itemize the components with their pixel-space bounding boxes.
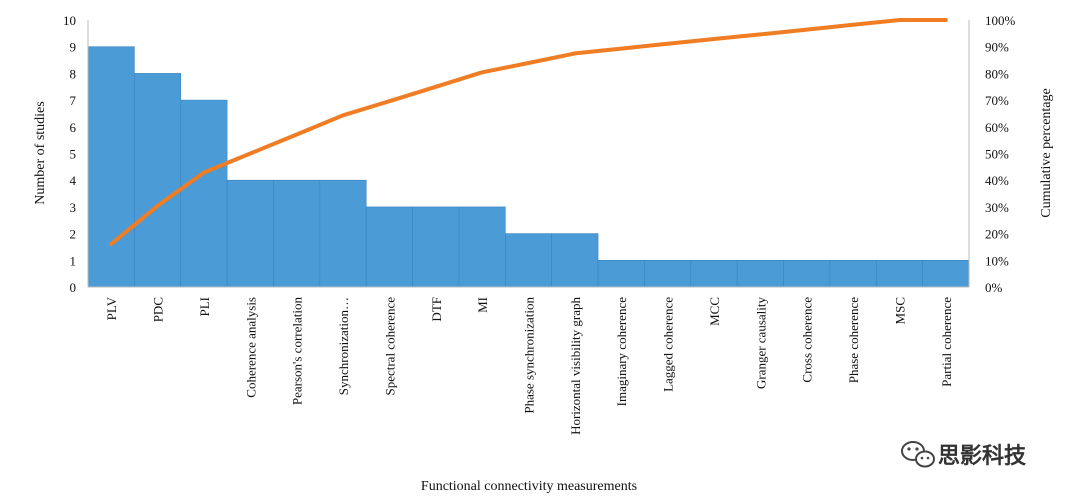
category-label: PLV — [104, 296, 119, 320]
bar-6 — [365, 206, 413, 288]
category-label: Partial coherence — [939, 297, 954, 387]
x-axis-title: Functional connectivity measurements — [421, 479, 637, 494]
cumulative-line — [109, 18, 948, 246]
watermark: 思影科技 — [901, 441, 1027, 469]
y-tick-label: 5 — [70, 147, 77, 162]
bar-15 — [783, 259, 831, 288]
left-tick-labels: 0 1 2 3 4 5 6 7 8 9 10 — [63, 13, 77, 295]
bar-5 — [319, 179, 367, 288]
watermark-text: 思影科技 — [938, 444, 1027, 469]
y-tick-label: 9 — [70, 40, 77, 55]
category-label: Synchronization… — [336, 297, 351, 395]
category-label: PDC — [151, 297, 166, 322]
category-label: Cross coherence — [800, 297, 815, 383]
category-label: Coherence analysis — [243, 297, 258, 398]
bar-3 — [226, 179, 274, 288]
bar-12 — [644, 259, 692, 288]
y-tick-label: 3 — [70, 200, 77, 215]
bar-18 — [922, 259, 970, 288]
y-tick-label: 8 — [70, 66, 77, 81]
y2-tick-label: 0% — [985, 280, 1003, 295]
y-tick-label: 6 — [70, 120, 77, 135]
category-label: Lagged coherence — [661, 297, 676, 392]
y2-tick-label: 90% — [985, 40, 1009, 55]
bar-0 — [87, 46, 135, 288]
wechat-icon — [901, 441, 935, 468]
right-tick-labels: 0% 10% 20% 30% 40% 50% 60% 70% 80% 90% 100% — [985, 13, 1016, 295]
category-label: MI — [475, 297, 490, 313]
y2-tick-label: 50% — [985, 147, 1009, 162]
bar-9 — [505, 233, 552, 288]
category-label: Horizontal visibility graph — [568, 297, 583, 435]
category-labels: PLV PDC PLI Coherence analysis Pearson's cor… — [104, 296, 954, 435]
y2-tick-label: 30% — [985, 200, 1009, 215]
y-axis-title: Number of studies — [33, 101, 48, 204]
category-label: Pearson's correlation — [290, 297, 305, 406]
y2-tick-label: 60% — [985, 120, 1009, 135]
category-label: PLI — [197, 297, 212, 317]
y2-tick-label: 40% — [985, 173, 1009, 188]
y2-axis-title: Cumulative percentage — [1039, 88, 1054, 217]
y-tick-label: 7 — [70, 93, 77, 108]
y-tick-label: 4 — [70, 173, 77, 188]
axes-group — [87, 20, 970, 288]
bar-8 — [458, 206, 506, 288]
category-label: Granger causality — [753, 297, 768, 390]
y2-tick-label: 20% — [985, 227, 1009, 242]
y-tick-label: 2 — [70, 227, 77, 242]
category-label: MSC — [892, 297, 907, 324]
y2-tick-label: 10% — [985, 253, 1009, 268]
y-tick-label: 10 — [63, 13, 76, 28]
bar-17 — [875, 259, 923, 288]
y-tick-label: 0 — [70, 280, 77, 295]
y2-tick-label: 70% — [985, 93, 1009, 108]
category-label: DTF — [429, 297, 444, 322]
y2-tick-label: 80% — [985, 66, 1009, 81]
bar-11 — [597, 259, 645, 288]
bar-14 — [736, 259, 784, 288]
bar-4 — [273, 179, 321, 288]
y-tick-label: 1 — [70, 253, 77, 268]
bar-1 — [134, 73, 182, 288]
bar-10 — [551, 233, 599, 288]
category-label: Phase coherence — [846, 297, 861, 383]
y2-tick-label: 100% — [985, 13, 1016, 28]
category-label: Phase synchronization — [522, 297, 537, 414]
bar-2 — [180, 99, 228, 288]
category-label: Spectral coherence — [382, 297, 397, 396]
bars-group — [87, 46, 970, 288]
bar-16 — [829, 259, 877, 288]
category-label: MCC — [707, 297, 722, 326]
bar-13 — [690, 259, 738, 288]
bar-7 — [412, 206, 460, 288]
category-label: Imaginary coherence — [614, 297, 629, 407]
